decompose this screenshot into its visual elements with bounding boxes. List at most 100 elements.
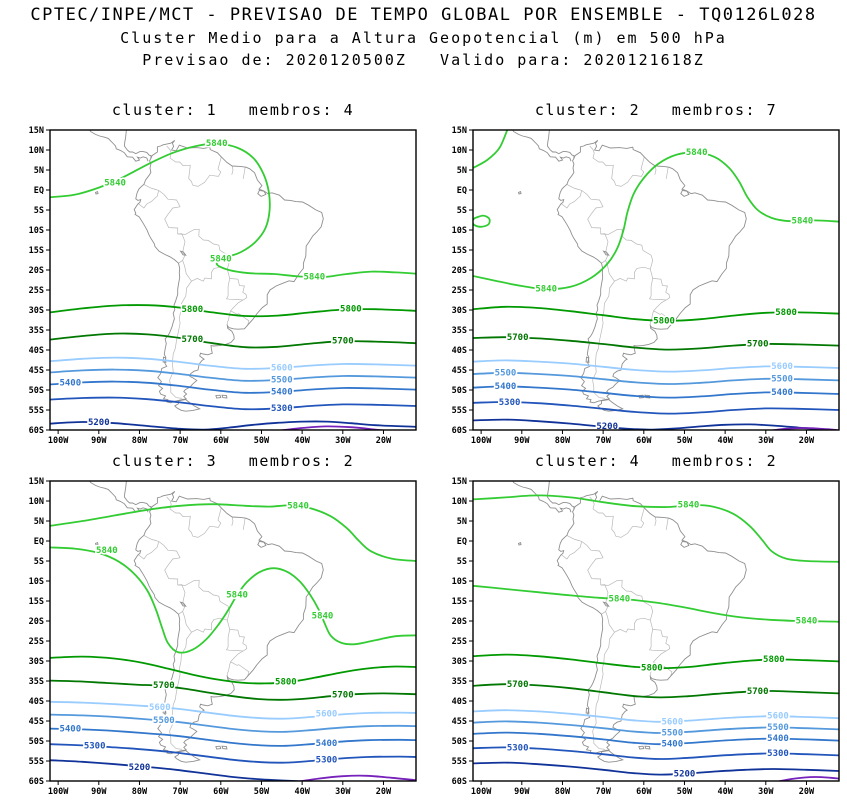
- contour-label-5500: 5500: [767, 723, 789, 733]
- x-axis-label: 50W: [254, 787, 270, 797]
- y-axis-label: 40S: [29, 346, 44, 356]
- x-axis-label: 100W: [471, 787, 492, 797]
- y-axis-label: 60S: [452, 426, 467, 436]
- y-axis-label: 40S: [29, 697, 44, 707]
- contour-label-5800: 5800: [181, 305, 203, 315]
- y-axis-label: 35S: [29, 326, 44, 336]
- chart-subtitle: Cluster Medio para a Altura Geopotencial…: [120, 29, 727, 47]
- contour-label-5700: 5700: [507, 680, 529, 690]
- panel-cluster-1: cluster: 1 membros: 4 5840 5840 5840 5840 580…: [0, 101, 423, 452]
- contour-5200: [473, 761, 839, 776]
- contour-label-5840: 5840: [210, 254, 232, 264]
- contour-label-5200: 5200: [88, 418, 110, 428]
- contour-5700: [50, 332, 416, 349]
- contour-5200: [473, 418, 839, 430]
- y-axis-label: 50S: [29, 386, 44, 396]
- contour-label-5400: 5400: [771, 388, 793, 398]
- country-border: [665, 517, 669, 530]
- y-axis-label: 50S: [452, 737, 467, 747]
- contour-label-5500: 5500: [153, 716, 175, 726]
- coastline-south-america: [133, 140, 324, 404]
- y-axis-label: 5S: [34, 557, 44, 567]
- x-axis-label: 20W: [376, 436, 392, 446]
- country-border: [226, 661, 250, 677]
- contour-5200: [50, 420, 416, 430]
- y-axis-label: 20S: [29, 617, 44, 627]
- map-frame: [49, 480, 417, 782]
- y-axis-label: 40S: [452, 346, 467, 356]
- country-border: [615, 157, 645, 187]
- country-border: [169, 259, 192, 399]
- country-border: [191, 266, 228, 282]
- country-border: [230, 299, 244, 312]
- cluster-label: cluster: 2: [534, 101, 641, 119]
- coastline-central-america: [546, 130, 575, 159]
- y-axis-label: EQ: [457, 186, 467, 196]
- y-axis-label: 5N: [457, 517, 467, 527]
- coastline-central-america: [123, 481, 152, 510]
- y-axis-label: 15N: [29, 477, 44, 487]
- x-axis-label: 60W: [636, 787, 652, 797]
- map-svg-cluster-2: 5840 5840 5840 5800 5800 5700 5700 5600 5500 5500…: [452, 126, 840, 446]
- y-axis-label: 25S: [29, 637, 44, 647]
- contour-label-5800: 5800: [275, 678, 297, 688]
- island-outline: [597, 750, 624, 763]
- x-axis-label: 30W: [758, 436, 774, 446]
- island-outline: [638, 394, 645, 399]
- x-axis-label: 100W: [48, 787, 69, 797]
- contour-label-5840: 5840: [796, 617, 818, 627]
- contour-label-5700: 5700: [507, 333, 529, 343]
- contour-5700: [473, 683, 839, 699]
- country-border: [654, 516, 657, 526]
- contour-5600: [50, 700, 416, 720]
- y-axis-label: 15S: [452, 246, 467, 256]
- cluster-label: cluster: 3: [111, 452, 218, 470]
- country-border: [560, 541, 582, 560]
- contour-label-5840: 5840: [206, 139, 228, 149]
- contour-5200: [50, 759, 311, 781]
- x-axis-label: 40W: [294, 787, 310, 797]
- country-border: [242, 517, 246, 530]
- cluster-label: cluster: 1: [111, 101, 218, 119]
- contour-5400: [50, 380, 416, 394]
- membros-label: membros: 7: [671, 101, 778, 119]
- contour-5400: [473, 385, 839, 399]
- contour-label-5200: 5200: [129, 763, 151, 773]
- island-outline: [597, 399, 624, 412]
- membros-label: membros: 2: [248, 452, 355, 470]
- island-outline: [517, 190, 522, 195]
- country-border: [158, 190, 181, 207]
- contour-label-5800: 5800: [775, 308, 797, 318]
- contour-5700: [473, 336, 839, 351]
- map-frame: [472, 129, 840, 431]
- x-axis-label: 70W: [595, 436, 611, 446]
- country-border: [566, 535, 582, 542]
- cluster-label: cluster: 4: [534, 452, 641, 470]
- y-axis-label: 15S: [29, 597, 44, 607]
- island-outline: [585, 356, 590, 363]
- contour-label-5840: 5840: [104, 179, 126, 189]
- contour-label-5300: 5300: [271, 404, 293, 414]
- contour-5300: [473, 746, 839, 760]
- coastline-central-america: [546, 481, 575, 510]
- country-border: [164, 557, 181, 585]
- island-outline: [94, 541, 99, 546]
- y-axis-label: 55S: [29, 757, 44, 767]
- y-axis-label: 25S: [452, 286, 467, 296]
- island-outline: [215, 394, 222, 399]
- y-axis-label: 40S: [452, 697, 467, 707]
- country-border: [615, 508, 645, 538]
- chart-header: CPTEC/INPE/MCT - PREVISAO DE TEMPO GLOBA…: [0, 0, 847, 69]
- y-axis-label: 60S: [29, 426, 44, 436]
- contour-5800: [50, 304, 416, 318]
- contour-label-5700: 5700: [153, 681, 175, 691]
- country-border: [166, 145, 194, 186]
- country-border: [192, 157, 222, 187]
- country-border: [177, 579, 231, 621]
- coastline-south-america: [556, 491, 747, 755]
- contour-5700: [50, 679, 416, 701]
- chart-title: CPTEC/INPE/MCT - PREVISAO DE TEMPO GLOBA…: [30, 5, 817, 25]
- country-border: [653, 650, 667, 663]
- contour-5840: [50, 546, 416, 654]
- y-axis-label: 15N: [29, 126, 44, 136]
